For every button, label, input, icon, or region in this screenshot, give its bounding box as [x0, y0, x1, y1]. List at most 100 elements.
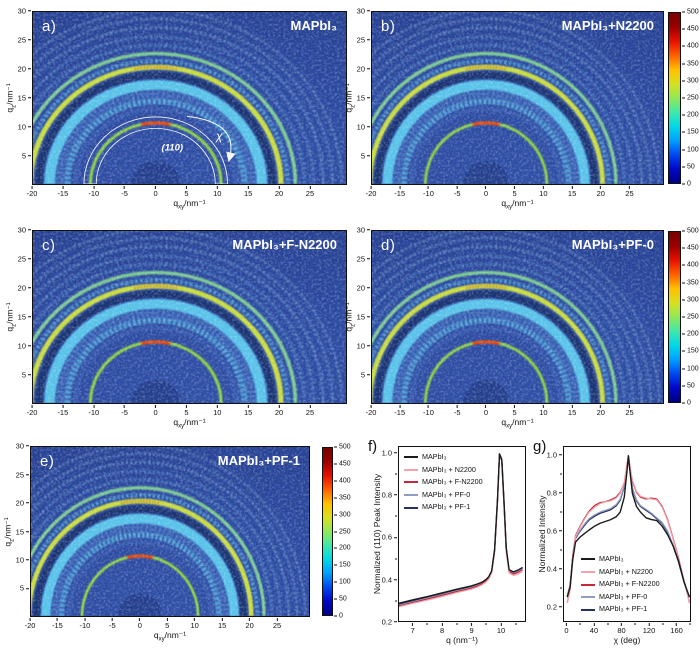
tick: 20: [357, 284, 370, 292]
tick: 10: [357, 123, 370, 131]
tick: 15: [18, 94, 31, 102]
tick: 20: [357, 65, 370, 73]
colorbar-tick: 0: [682, 400, 691, 407]
tick: 10: [539, 405, 548, 417]
tick: -5: [454, 186, 460, 198]
colorbar-ticks: 0 50 100 150 200 250 300 350 400 450 500: [334, 444, 356, 620]
tick: -15: [57, 186, 68, 198]
x-axis-label: qxy/nm⁻¹: [173, 417, 206, 430]
tick: 10: [213, 186, 221, 198]
tick: [607, 623, 609, 626]
giwaxs-image: [372, 12, 663, 184]
tick: 7: [411, 623, 415, 635]
tick: -20: [25, 618, 35, 630]
legend-entry: MAPbI₃ + F-N2200: [581, 578, 660, 591]
tick: -10: [88, 405, 99, 417]
line-plot-g: MAPbI₃ MAPbI₃ + N2200 MAPbI₃ + F-N2200 MAPb…: [563, 446, 691, 622]
x-axis-label: qxy/nm⁻¹: [153, 630, 187, 643]
panel-title: MAPbI₃+N2200: [561, 18, 654, 33]
tick: 5: [22, 371, 31, 379]
tick: [558, 587, 562, 589]
tick: [485, 623, 487, 626]
tick: [558, 549, 562, 551]
tick: [393, 515, 397, 517]
line-chart: [399, 453, 523, 608]
tick: 10: [497, 623, 505, 635]
colorbar-tick: 150: [682, 348, 699, 355]
giwaxs-plot-a: a) MAPbI₃ (110) χ: [32, 11, 347, 185]
tick: 0: [484, 405, 488, 417]
colorbar-tick: 100: [334, 579, 351, 586]
giwaxs-image: [31, 447, 309, 616]
tick: 5: [22, 152, 31, 160]
tick: 25: [273, 618, 281, 630]
tick: 10: [18, 123, 31, 131]
colorbar-tick: 500: [334, 444, 351, 451]
tick: -5: [454, 405, 460, 417]
panel-letter: g): [533, 438, 547, 455]
tick: -15: [394, 186, 405, 198]
colorbar: [322, 447, 333, 616]
line-chart: [566, 455, 690, 603]
colorbar-tick: 450: [682, 26, 699, 33]
tick: [393, 473, 397, 475]
tick: [558, 511, 562, 513]
colorbar-tick: 250: [682, 95, 699, 102]
colorbar-tick: 350: [682, 279, 699, 286]
colorbar-tick: 200: [334, 545, 351, 552]
colorbar-ticks: 0 50 100 150 200 250 300 350 400 450 500: [682, 9, 700, 188]
tick: -20: [366, 186, 376, 198]
tick: 30: [357, 226, 370, 234]
legend-entry: MAPbI₃ + F-N2200: [404, 476, 483, 489]
tick: 5: [361, 371, 370, 379]
tick: 20: [597, 405, 605, 417]
tick: 0.8: [382, 491, 397, 499]
colorbar-tick: 0: [334, 613, 343, 620]
tick: 10: [16, 556, 29, 564]
giwaxs-image: [372, 231, 663, 403]
tick: 160: [670, 623, 683, 635]
y-axis-ticks: 5 10 15 20 25 30: [354, 7, 370, 185]
tick: -5: [121, 186, 128, 198]
tick: -15: [57, 405, 68, 417]
tick: 15: [18, 313, 31, 321]
tick: 25: [306, 405, 314, 417]
tick: 20: [16, 499, 29, 507]
tick: 5: [184, 405, 188, 417]
legend-g: MAPbI₃ MAPbI₃ + N2200 MAPbI₃ + F-N2200 MAPb…: [581, 553, 660, 616]
tick: 15: [568, 405, 576, 417]
tick: [426, 623, 428, 626]
tick: -10: [79, 618, 90, 630]
panel-title: MAPbI₃+F-N2200: [232, 237, 337, 252]
tick: 20: [275, 186, 283, 198]
tick: 5: [513, 405, 517, 417]
colorbar-tick: 500: [682, 9, 699, 16]
tick: 25: [625, 405, 634, 417]
tick: 25: [625, 186, 634, 198]
tick: 30: [18, 7, 31, 15]
giwaxs-plot-e: e) MAPbI₃+PF-1: [30, 446, 310, 617]
tick: 9: [469, 623, 474, 635]
legend-entry: MAPbI₃ + PF-1: [404, 501, 483, 514]
x-axis-label: qxy/nm⁻¹: [501, 198, 534, 211]
tick: 40: [590, 623, 598, 635]
tick: 20: [18, 284, 31, 292]
tick: 0.6: [547, 527, 562, 535]
tick: 15: [218, 618, 226, 630]
colorbar: [668, 231, 681, 403]
tick: 15: [357, 313, 370, 321]
colorbar-tick: 400: [682, 43, 699, 50]
tick: -10: [88, 186, 99, 198]
tick: 0.2: [547, 603, 562, 611]
colorbar-tick: 200: [682, 331, 699, 338]
tick: 0: [138, 618, 142, 630]
colorbar-ticks: 0 50 100 150 200 250 300 350 400 450 500: [682, 228, 700, 407]
tick: 0: [564, 623, 569, 635]
tick: 15: [16, 528, 29, 536]
y-axis-ticks: 5 10 15 20 25 30: [13, 442, 29, 617]
panel-title: MAPbI₃+PF-0: [571, 237, 654, 252]
legend-entry: MAPbI₃ + PF-0: [581, 591, 660, 604]
tick: -15: [394, 405, 405, 417]
x-axis-label: χ (deg): [613, 635, 641, 645]
